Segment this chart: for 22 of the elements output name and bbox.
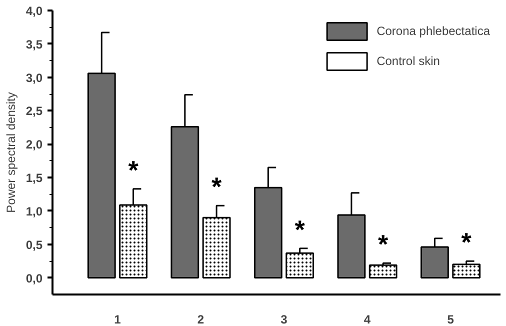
y-tick-label: 2,0 xyxy=(26,138,43,152)
y-tick-label: 3,5 xyxy=(26,37,43,52)
y-tick-label: 3,0 xyxy=(26,70,43,85)
y-tick-label: 2,5 xyxy=(26,104,43,118)
x-tick-label: 4 xyxy=(364,312,371,326)
annotation: * xyxy=(461,227,472,258)
annotation: * xyxy=(128,154,140,185)
annotation: * xyxy=(378,229,390,260)
annotation: * xyxy=(294,214,306,244)
x-tick-label: 2 xyxy=(197,312,204,326)
y-axis-title: Power spectral density xyxy=(4,92,18,213)
y-tick-label: 0,5 xyxy=(26,238,43,252)
x-tick-label: 3 xyxy=(280,312,288,326)
legend-label: Corona phlebectatica xyxy=(376,24,490,38)
x-tick-label: 1 xyxy=(114,312,122,326)
x-tick-label: 5 xyxy=(447,312,454,326)
legend-label: Control skin xyxy=(376,54,440,68)
y-tick-label: 0,0 xyxy=(26,271,43,286)
y-tick-label: 1,0 xyxy=(26,204,43,218)
annotation: * xyxy=(211,172,222,202)
y-tick-label: 1,5 xyxy=(26,171,43,186)
y-tick-label: 4,0 xyxy=(26,4,43,18)
